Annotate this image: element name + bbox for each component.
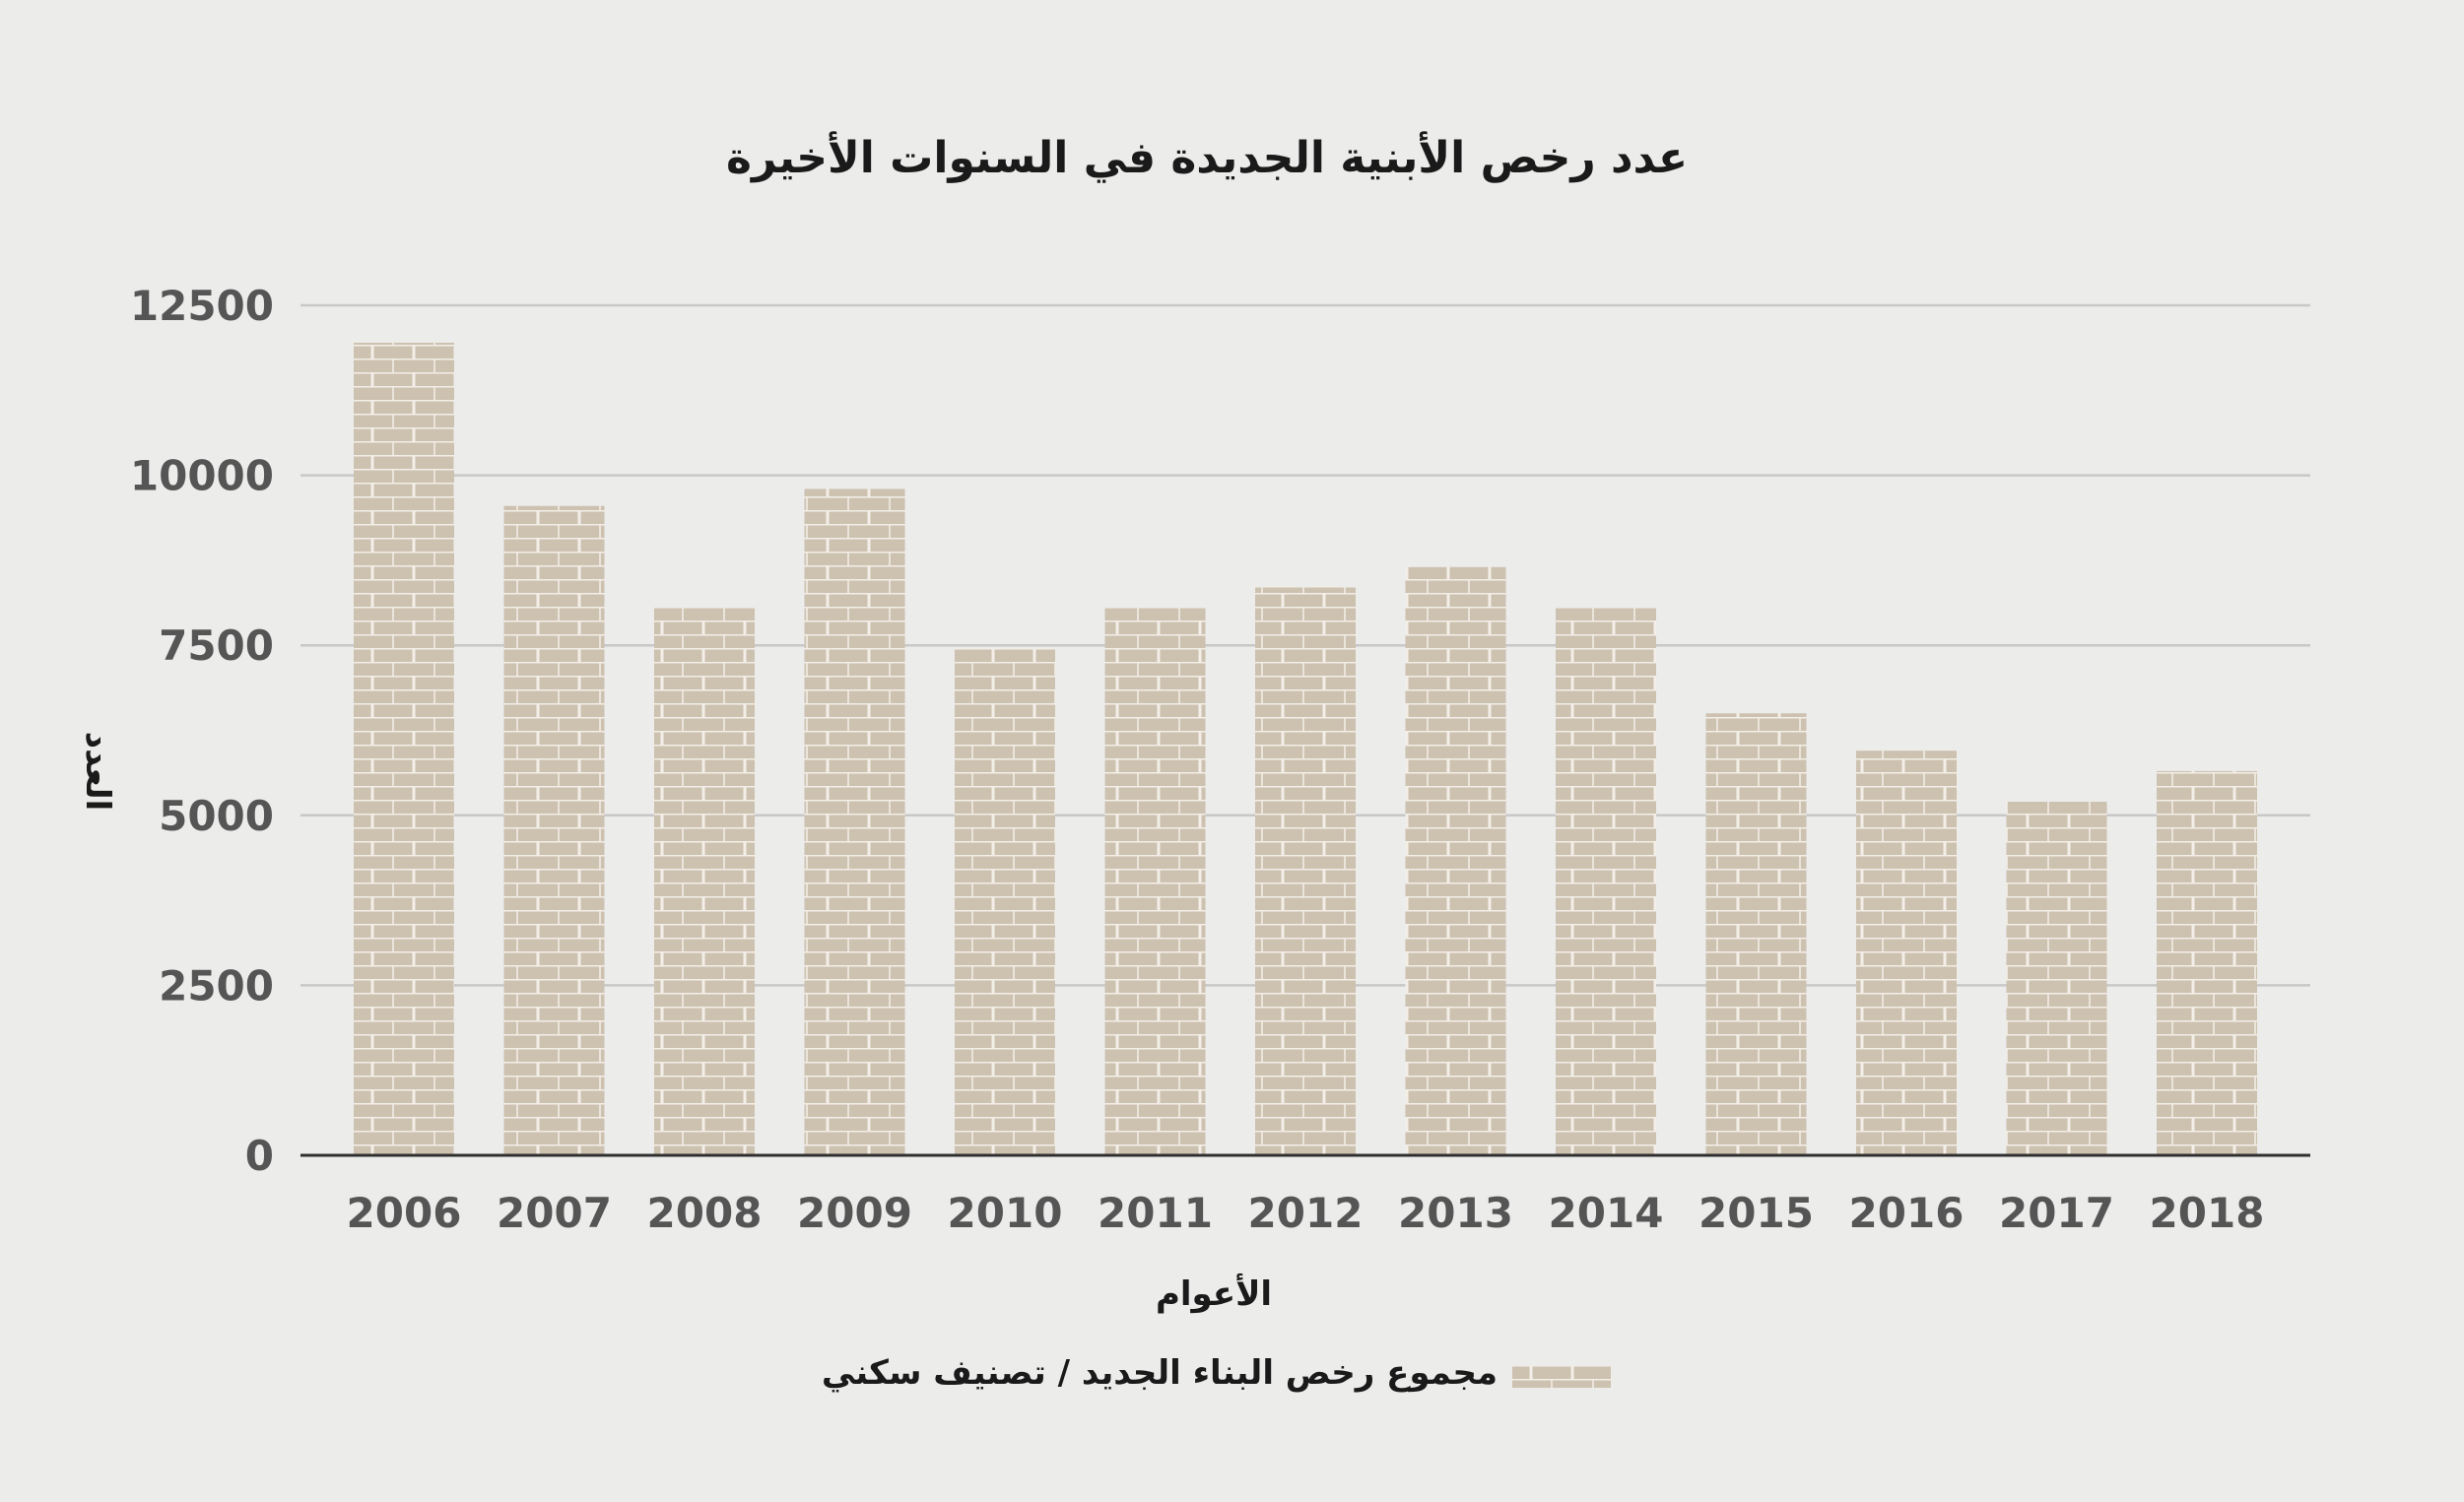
y-tick-label: 10000 — [130, 452, 274, 500]
x-tick-label: 2012 — [1248, 1189, 1364, 1237]
x-tick-label: 2016 — [1849, 1189, 1965, 1237]
x-tick-label: 2011 — [1098, 1189, 1213, 1237]
bar-2015 — [1705, 713, 1807, 1155]
x-tick-label: 2014 — [1549, 1189, 1664, 1237]
x-tick-label: 2009 — [797, 1189, 912, 1237]
y-tick-labels: 0 2500 5000 7500 10000 12500 — [130, 282, 274, 1180]
x-tick-label: 2006 — [347, 1189, 462, 1237]
y-tick-label: 12500 — [130, 282, 274, 330]
bar-2014 — [1556, 608, 1656, 1155]
bar-2016 — [1856, 751, 1957, 1155]
x-tick-label: 2018 — [2150, 1189, 2265, 1237]
x-tick-label: 2008 — [647, 1189, 763, 1237]
x-tick-label: 2017 — [1999, 1189, 2114, 1237]
bar-2010 — [955, 648, 1055, 1155]
legend-label: مجموع رخص البناء الجديد / تصنيف سكني — [822, 1353, 1498, 1393]
y-axis-label: العدد — [78, 732, 117, 812]
x-axis-label: الأعوام — [1156, 1273, 1272, 1314]
bar-2013 — [1405, 566, 1506, 1155]
bar-2018 — [2157, 770, 2257, 1155]
bar-2011 — [1104, 608, 1206, 1155]
x-tick-label: 2015 — [1698, 1189, 1814, 1237]
bar-2012 — [1255, 587, 1356, 1155]
y-tick-label: 0 — [245, 1132, 274, 1180]
bar-2009 — [804, 489, 905, 1156]
legend: مجموع رخص البناء الجديد / تصنيف سكني — [822, 1353, 1611, 1393]
legend-swatch — [1512, 1366, 1611, 1388]
bar-2006 — [354, 342, 454, 1155]
bars — [354, 342, 2257, 1156]
chart-title: عدد رخص الأبنية الجديدة في السنوات الأخي… — [726, 131, 1688, 183]
y-tick-label: 2500 — [159, 961, 274, 1010]
y-tick-label: 5000 — [159, 792, 274, 840]
x-tick-label: 2013 — [1398, 1189, 1513, 1237]
bar-2017 — [2006, 801, 2107, 1155]
x-tick-labels: 2006 2007 2008 2009 2010 2011 2012 2013 2014 2015… — [347, 1189, 2265, 1237]
y-tick-label: 7500 — [159, 621, 274, 670]
bar-2008 — [654, 608, 755, 1155]
x-tick-label: 2010 — [948, 1189, 1063, 1237]
x-tick-label: 2007 — [497, 1189, 612, 1237]
bar-2007 — [503, 505, 605, 1155]
